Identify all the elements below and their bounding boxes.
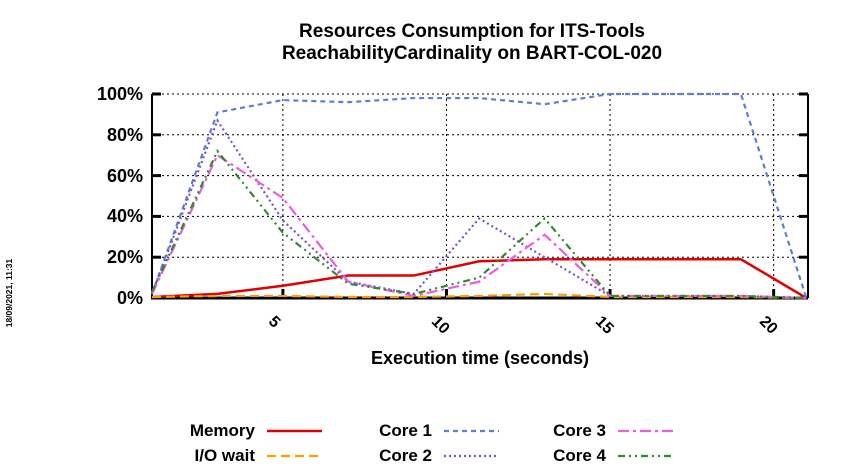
legend-line-sample <box>444 454 499 458</box>
series-line-memory <box>151 257 808 300</box>
legend-line-sample <box>267 454 322 458</box>
legend-label: Core 2 <box>379 446 432 465</box>
series-line-i-o-wait <box>151 292 807 300</box>
legend-item-memory: Memory <box>165 421 323 440</box>
legend-line-sample <box>618 429 673 433</box>
legend-label: Core 1 <box>379 421 432 440</box>
legend-line-sample <box>267 429 322 433</box>
legend-item-i-o-wait: I/O wait <box>165 446 323 465</box>
y-tick-label-40: 40% <box>106 206 143 227</box>
legend-item-core-2: Core 2 <box>342 446 500 465</box>
y-tick-label-0: 0% <box>116 288 143 308</box>
y-tick-label-80: 80% <box>106 124 143 145</box>
legend-line-sample <box>444 429 499 433</box>
legend-label: Core 3 <box>553 421 606 440</box>
legend-line-sample <box>618 454 673 458</box>
x-axis-title: Execution time (seconds) <box>370 348 590 368</box>
legend-item-core-1: Core 1 <box>342 421 500 440</box>
plot-area <box>150 92 809 300</box>
chart-title-line-1: Resources Consumption for ITS-Tools <box>299 21 645 42</box>
y-tick-label-20: 20% <box>106 247 143 268</box>
series-line-core-1 <box>150 92 808 299</box>
chart-title-line-2: ReachabilityCardinality on BART-COL-020 <box>281 43 663 64</box>
series-line-core-2 <box>150 118 807 300</box>
y-tick-label-60: 60% <box>106 165 143 186</box>
legend-label: I/O wait <box>194 446 255 465</box>
series-line-core-4 <box>151 149 807 300</box>
legend-item-core-4: Core 4 <box>516 446 674 465</box>
y-tick-label-100: 100% <box>96 84 143 104</box>
legend-label: Memory <box>189 421 255 440</box>
legend-label: Core 4 <box>553 446 606 465</box>
legend-item-core-3: Core 3 <box>516 421 674 440</box>
